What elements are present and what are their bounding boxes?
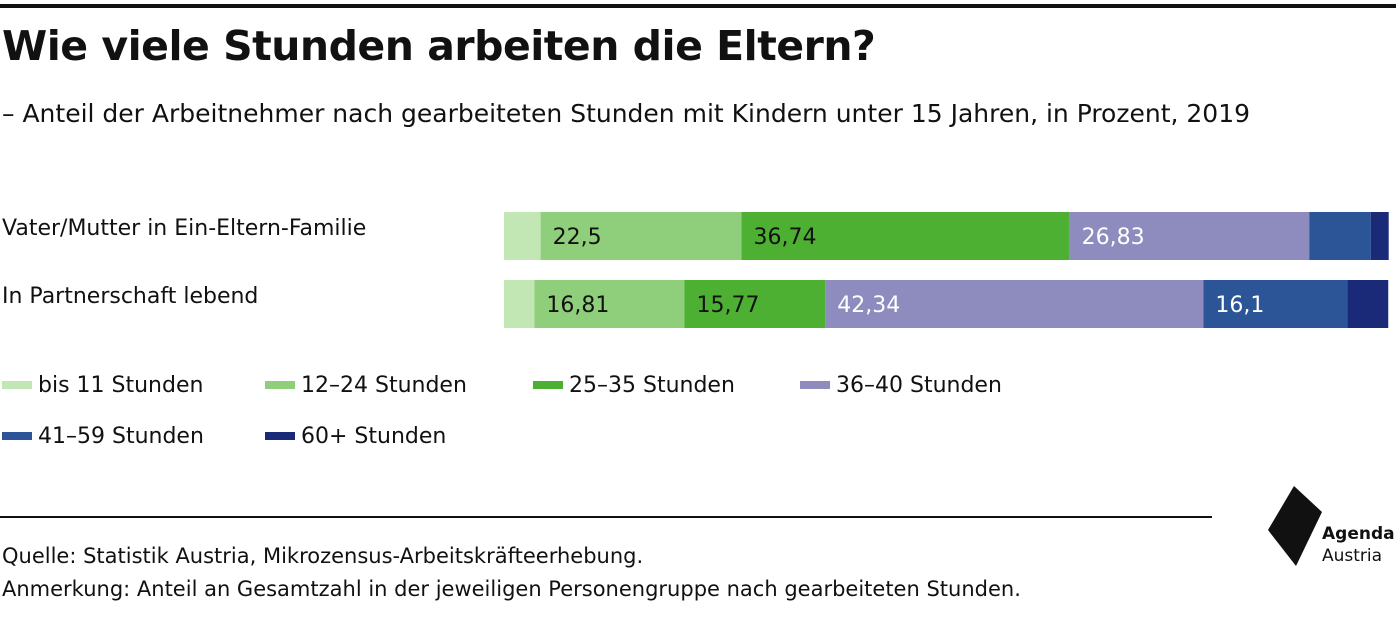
top-rule [0,4,1396,8]
legend-item: 60+ Stunden [265,419,446,453]
data-label: 16,81 [546,293,609,318]
legend-label: 12–24 Stunden [301,372,467,398]
bar-segment [1309,212,1371,260]
legend-item: 41–59 Stunden [2,419,204,453]
legend-swatch [800,381,830,389]
bar-segment [1203,280,1348,328]
chart-title: Wie viele Stunden arbeiten die Eltern? [2,22,876,70]
bar-segment [504,280,535,328]
legend-label: 60+ Stunden [301,423,447,449]
source-note: Quelle: Statistik Austria, Mikrozensus-A… [2,544,644,568]
legend-label: 25–35 Stunden [569,372,735,398]
legend-item: bis 11 Stunden [2,368,203,402]
bar-segment [540,212,742,260]
data-label: 15,77 [696,293,759,318]
logo-mark [1268,486,1322,566]
bar-segment [741,212,1070,260]
legend-label: 36–40 Stunden [836,372,1002,398]
legend-label: 41–59 Stunden [38,423,204,449]
legend-swatch [265,432,295,440]
legend-swatch [533,381,563,389]
bar-segment [534,280,685,328]
data-label: 22,5 [553,225,602,250]
data-label: 16,1 [1215,293,1264,318]
data-label: 42,34 [837,293,900,318]
legend-swatch [2,432,32,440]
annotation-note: Anmerkung: Anteil an Gesamtzahl in der j… [2,577,1021,601]
logo-text-austria: Austria [1322,546,1383,566]
legend-swatch [265,381,295,389]
legend-item: 36–40 Stunden [800,368,1002,402]
logo-text-agenda: Agenda [1322,524,1395,544]
legend-item: 25–35 Stunden [533,368,735,402]
footer-rule [0,516,1212,518]
category-label-partnership: In Partnerschaft lebend [2,284,259,309]
category-label-single-parent: Vater/Mutter in Ein-Eltern-Familie [2,216,367,241]
bar-segment [504,212,541,260]
bar-segment [825,280,1204,328]
chart-subtitle: – Anteil der Arbeitnehmer nach gearbeite… [2,99,1251,128]
legend-label: bis 11 Stunden [38,372,204,398]
agenda-austria-logo [1268,486,1322,566]
legend-swatch [2,381,32,389]
legend-item: 12–24 Stunden [265,368,467,402]
bar-segment [1069,212,1310,260]
bar-segment [684,280,826,328]
bar-segment [1347,280,1389,328]
bar-segment [1370,212,1389,260]
data-label: 36,74 [754,225,817,250]
data-label: 26,83 [1082,225,1145,250]
